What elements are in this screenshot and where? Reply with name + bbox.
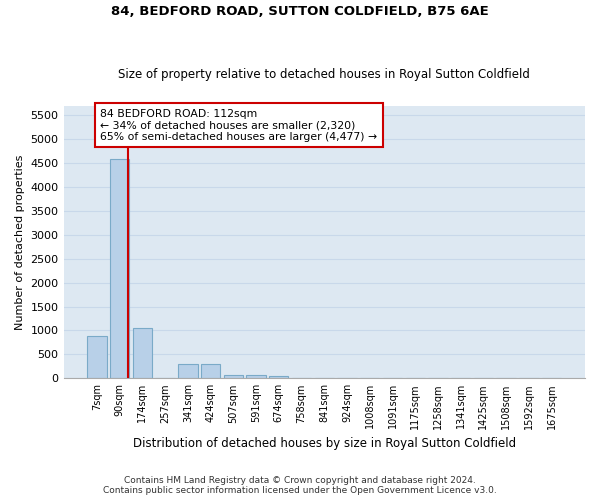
Y-axis label: Number of detached properties: Number of detached properties (15, 154, 25, 330)
Bar (133, 328, 152, 378)
X-axis label: Distribution of detached houses by size in Royal Sutton Coldfield: Distribution of detached houses by size … (133, 437, 516, 450)
Bar (110, 160, 130, 378)
Bar (87, 336, 107, 378)
Bar (201, 364, 220, 378)
Title: Size of property relative to detached houses in Royal Sutton Coldfield: Size of property relative to detached ho… (118, 68, 530, 81)
Bar (224, 374, 243, 378)
Bar (269, 376, 289, 378)
Text: 84, BEDFORD ROAD, SUTTON COLDFIELD, B75 6AE: 84, BEDFORD ROAD, SUTTON COLDFIELD, B75 … (111, 5, 489, 18)
Text: Contains HM Land Registry data © Crown copyright and database right 2024.
Contai: Contains HM Land Registry data © Crown c… (103, 476, 497, 495)
Bar (178, 364, 197, 378)
Bar (247, 374, 266, 378)
Text: 84 BEDFORD ROAD: 112sqm
← 34% of detached houses are smaller (2,320)
65% of semi: 84 BEDFORD ROAD: 112sqm ← 34% of detache… (100, 108, 377, 142)
